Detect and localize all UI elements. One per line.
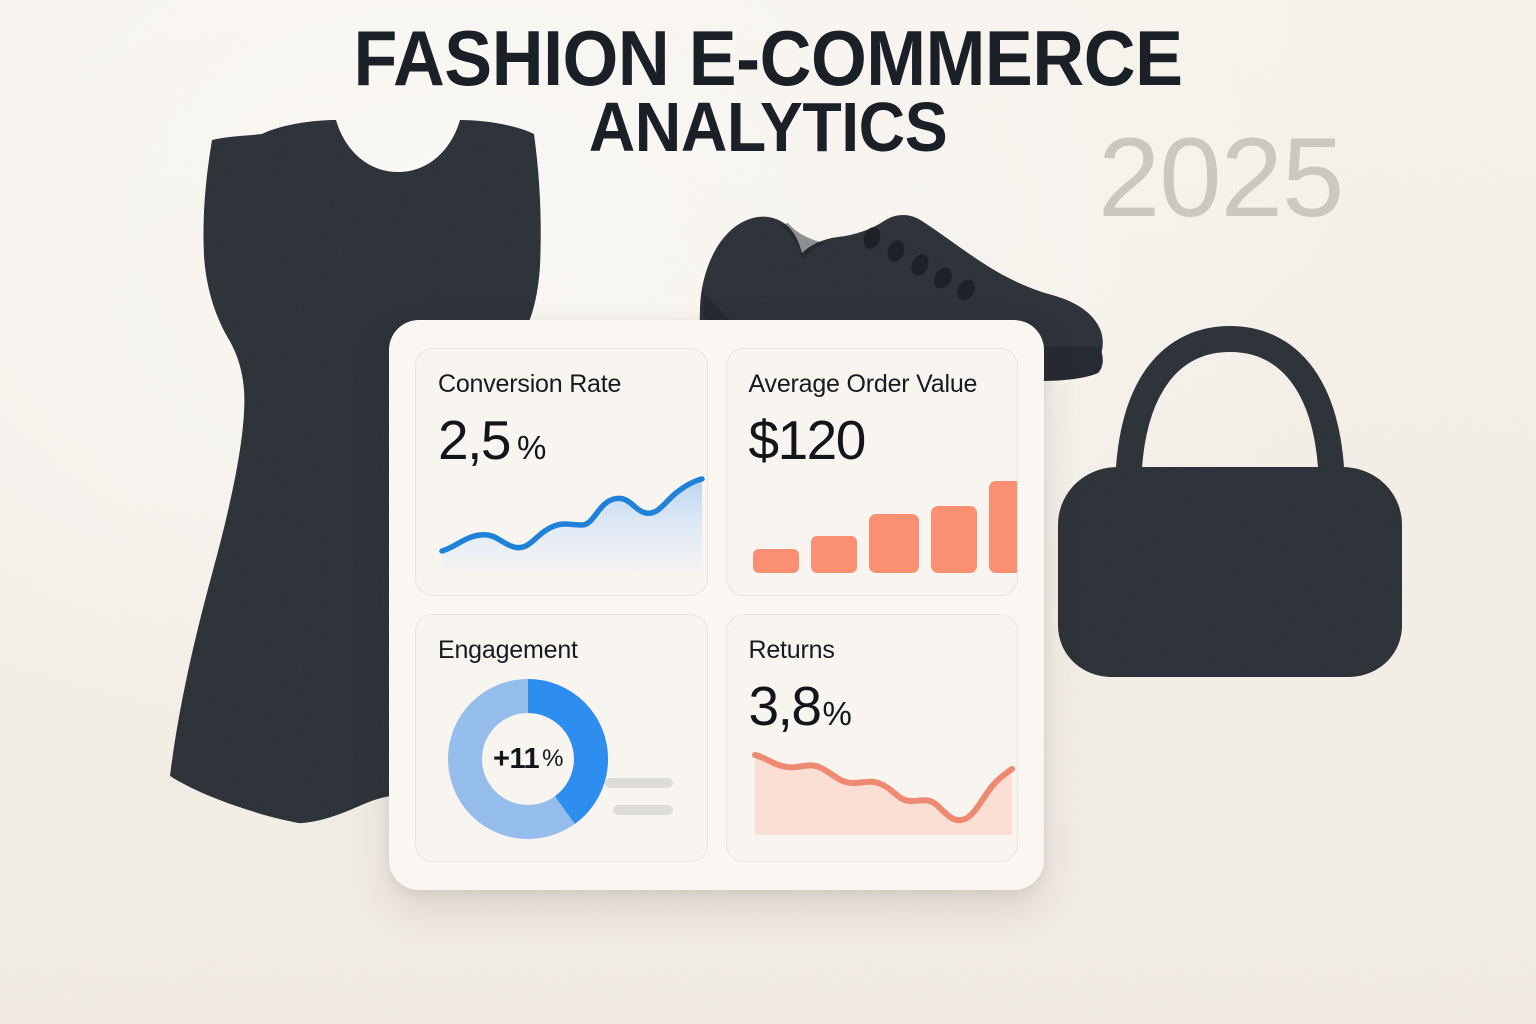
engagement-body: +11 %: [438, 669, 685, 844]
headline-line-1: FASHION E-COMMERCE: [353, 14, 1183, 102]
engagement-unit: %: [542, 745, 563, 772]
card-value-returns: 3,8 %: [748, 674, 996, 737]
card-title-conversion-rate: Conversion Rate: [438, 370, 622, 398]
analytics-dashboard-panel: Conversion Rate 2,5 %: [389, 320, 1044, 890]
engagement-legend-placeholder: [604, 778, 673, 815]
card-returns[interactable]: Returns 3,8 %: [725, 614, 1018, 862]
conversion-rate-unit: %: [516, 428, 546, 466]
returns-unit: %: [822, 694, 852, 732]
legend-placeholder-bar-2: [612, 805, 673, 815]
returns-sparkline: [749, 742, 1015, 844]
card-engagement[interactable]: Engagement +11 %: [415, 614, 708, 862]
average-order-value-bars: [749, 476, 1017, 578]
average-order-value-number: $120: [748, 408, 867, 471]
card-value-conversion-rate: 2,5 %: [438, 408, 685, 471]
year-label: 2025: [1098, 115, 1344, 240]
card-title-engagement: Engagement: [438, 636, 578, 664]
engagement-donut: +11 %: [444, 675, 612, 843]
card-average-order-value[interactable]: Average Order Value $120: [725, 348, 1018, 596]
card-title-returns: Returns: [748, 636, 835, 664]
conversion-rate-sparkline: [438, 476, 705, 578]
returns-number: 3,8: [748, 674, 822, 737]
conversion-rate-number: 2,5: [438, 408, 511, 471]
card-conversion-rate[interactable]: Conversion Rate 2,5 %: [415, 348, 708, 596]
engagement-center-label: +11 %: [444, 675, 612, 843]
card-title-average-order-value: Average Order Value: [748, 370, 978, 398]
legend-placeholder-bar-1: [604, 778, 673, 788]
handbag-silhouette: [1058, 325, 1402, 677]
engagement-number: +11: [493, 742, 540, 775]
card-value-average-order-value: $120: [748, 408, 996, 471]
